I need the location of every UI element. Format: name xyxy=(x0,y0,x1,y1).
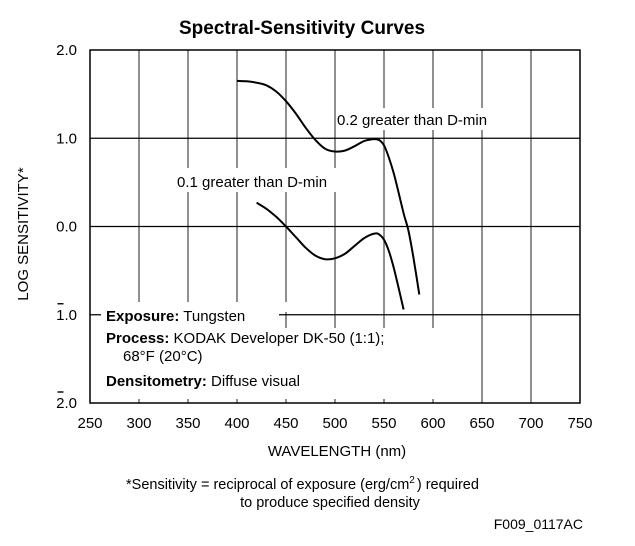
exposure-value: Tungsten xyxy=(183,308,245,325)
footnote-line-1: *Sensitivity = reciprocal of exposure (e… xyxy=(126,475,479,493)
x-tick-label: 250 xyxy=(77,415,102,432)
figure-code: F009_0117AC xyxy=(494,516,583,532)
y-tick-label: 1.0 xyxy=(56,307,77,324)
y-tick-label: 0.0 xyxy=(56,219,77,236)
x-tick-labels: 250 300 350 400 450 500 550 600 650 700 750 xyxy=(77,415,592,432)
x-tick-label: 650 xyxy=(469,415,494,432)
x-tick-label: 400 xyxy=(224,415,249,432)
exposure-label: Exposure: xyxy=(106,308,179,325)
y-tick-label: 2.0 xyxy=(56,42,77,59)
mask-exposure xyxy=(101,308,279,328)
x-tick-label: 750 xyxy=(567,415,592,432)
mask-label-0-2 xyxy=(336,108,508,130)
x-tick-label: 300 xyxy=(126,415,151,432)
mask-process xyxy=(101,328,439,396)
mask-top xyxy=(101,302,301,312)
footnote: *Sensitivity = reciprocal of exposure (e… xyxy=(126,475,479,511)
x-tick-label: 600 xyxy=(420,415,445,432)
series-line-0-1-dmin xyxy=(256,201,405,310)
footnote-text-end: ) required xyxy=(417,477,479,493)
footnote-superscript: 2 xyxy=(409,475,415,486)
curve-label-0-1-dmin: 0.1 greater than D-min xyxy=(177,174,327,191)
label-masks xyxy=(101,108,508,399)
x-tick-label: 350 xyxy=(175,415,200,432)
densitometry-line: Densitometry: Diffuse visual xyxy=(106,373,300,390)
process-line: Process: KODAK Developer DK-50 (1:1); xyxy=(106,330,384,347)
densitometry-label: Densitometry: xyxy=(106,373,207,390)
x-tick-label: 550 xyxy=(371,415,396,432)
process-value: KODAK Developer DK-50 (1:1); xyxy=(174,330,385,347)
mask-label-0-1 xyxy=(176,168,352,192)
exposure-line: Exposure: Tungsten xyxy=(106,308,245,325)
y-tick-labels: 2.0 1.0 0.0 1.0 2.0 xyxy=(56,42,77,412)
info-box: Exposure: Tungsten Process: KODAK Develo… xyxy=(106,308,384,390)
y-axis-label: LOG SENSITIVITY* xyxy=(15,167,32,301)
x-tick-label: 450 xyxy=(273,415,298,432)
footnote-line-2: to produce specified density xyxy=(240,495,420,511)
x-tick-label: 700 xyxy=(518,415,543,432)
x-axis-label: WAVELENGTH (nm) xyxy=(268,443,406,460)
series-line-0-2-dmin xyxy=(236,79,421,295)
curve-label-0-2-dmin: 0.2 greater than D-min xyxy=(337,112,487,129)
curves xyxy=(236,79,421,310)
process-label: Process: xyxy=(106,330,169,347)
x-tick-label: 500 xyxy=(322,415,347,432)
y-tick-label: 1.0 xyxy=(56,130,77,147)
process-temperature: 68°F (20°C) xyxy=(123,348,203,365)
plot-frame xyxy=(89,49,581,404)
footnote-text: *Sensitivity = reciprocal of exposure (e… xyxy=(126,477,409,493)
densitometry-value: Diffuse visual xyxy=(211,373,300,390)
chart-title: Spectral-Sensitivity Curves xyxy=(179,18,425,39)
y-tick-label: 2.0 xyxy=(56,395,77,412)
mask-bottom xyxy=(101,396,441,399)
